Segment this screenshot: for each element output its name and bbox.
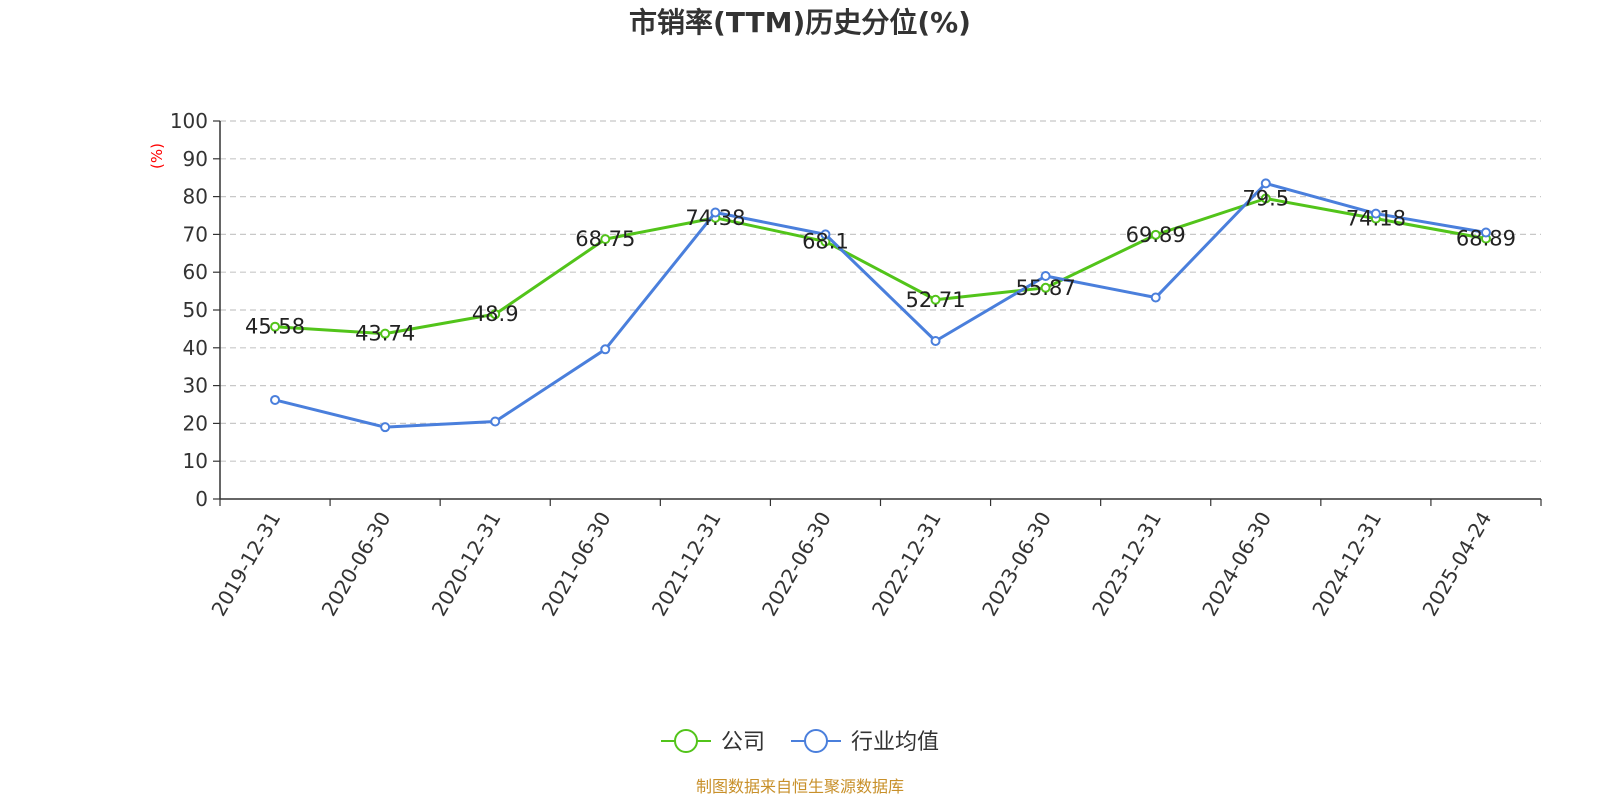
data-label: 79.5	[1242, 186, 1289, 210]
x-tick-label: 2024-06-30	[1197, 508, 1276, 621]
y-tick-label: 60	[183, 260, 208, 284]
x-tick-label: 2020-06-30	[317, 508, 396, 621]
y-tick-label: 80	[183, 185, 208, 209]
data-point[interactable]	[1150, 229, 1161, 240]
x-tick-label: 2024-12-31	[1307, 508, 1386, 621]
y-tick-label: 50	[183, 298, 208, 322]
data-point[interactable]	[1260, 178, 1271, 189]
data-point[interactable]	[930, 294, 941, 305]
y-tick-label: 10	[183, 449, 208, 473]
data-label: 74.18	[1346, 207, 1406, 231]
y-axis-unit-label: (%)	[148, 143, 166, 169]
x-tick-label: 2021-12-31	[647, 508, 726, 621]
data-point[interactable]	[1040, 270, 1051, 281]
data-point[interactable]	[1480, 227, 1491, 238]
data-point[interactable]	[1370, 208, 1381, 219]
data-point[interactable]	[1150, 292, 1161, 303]
data-label: 68.89	[1456, 227, 1516, 251]
data-point[interactable]	[270, 321, 281, 332]
data-point[interactable]	[1260, 193, 1271, 204]
x-tick-label: 2023-12-31	[1087, 508, 1166, 621]
data-point[interactable]	[710, 207, 721, 218]
legend-swatch-marker	[674, 729, 698, 753]
legend-item-2[interactable]: 行业均值	[791, 729, 939, 755]
y-tick-label: 70	[183, 222, 208, 246]
legend[interactable]: 公司 行业均值	[661, 729, 939, 755]
y-tick-label: 40	[183, 336, 208, 360]
data-point[interactable]	[820, 229, 831, 240]
legend-swatch-marker	[804, 729, 828, 753]
data-point[interactable]	[380, 328, 391, 339]
data-point[interactable]	[270, 394, 281, 405]
data-point[interactable]	[380, 422, 391, 433]
data-label: 68.1	[802, 230, 849, 254]
data-point[interactable]	[490, 416, 501, 427]
chart-title: 市销率(TTM)历史分位(%)	[629, 6, 971, 39]
data-point[interactable]	[600, 234, 611, 245]
data-label: 74.38	[685, 206, 745, 230]
grid-lines	[220, 120, 1541, 462]
data-point[interactable]	[600, 344, 611, 355]
y-tick-label: 90	[183, 147, 208, 171]
data-labels: 45.58 43.74 48.9 68.75 74.38 68.1 52.71 55.87 69…	[245, 186, 1516, 345]
x-tick-label: 2023-06-30	[977, 508, 1056, 621]
series-lines	[270, 178, 1491, 433]
legend-label: 行业均值	[851, 730, 939, 755]
data-point[interactable]	[930, 335, 941, 346]
y-tick-label: 30	[183, 374, 208, 398]
x-tick-label: 2020-12-31	[427, 508, 506, 621]
data-label: 45.58	[245, 315, 305, 339]
x-tick-label: 2025-04-24	[1417, 508, 1496, 621]
x-tick-label: 2021-06-30	[537, 508, 616, 621]
axes: 0 10 20 30 40 50 60 70 80 90 100 2019-12-31 2020-06-…	[170, 109, 1542, 621]
x-tick-label: 2022-06-30	[757, 508, 836, 621]
x-tick-label: 2022-12-31	[867, 508, 946, 621]
y-tick-label: 20	[183, 411, 208, 435]
data-label: 68.75	[575, 227, 635, 251]
data-label: 52.71	[905, 288, 965, 312]
data-point[interactable]	[490, 309, 501, 320]
y-tick-label: 0	[195, 487, 208, 511]
data-point[interactable]	[1040, 282, 1051, 293]
data-label: 55.87	[1016, 276, 1076, 300]
legend-item-1[interactable]: 公司	[661, 729, 765, 755]
data-label: 43.74	[355, 322, 415, 346]
source-note: 制图数据来自恒生聚源数据库	[696, 777, 904, 796]
x-tick-label: 2019-12-31	[206, 508, 285, 621]
series-line-1	[274, 196, 1487, 336]
series-line-2	[274, 181, 1487, 429]
data-label: 69.89	[1126, 223, 1186, 247]
legend-label: 公司	[721, 730, 765, 755]
data-label: 48.9	[472, 302, 519, 326]
y-tick-label: 100	[170, 109, 208, 133]
